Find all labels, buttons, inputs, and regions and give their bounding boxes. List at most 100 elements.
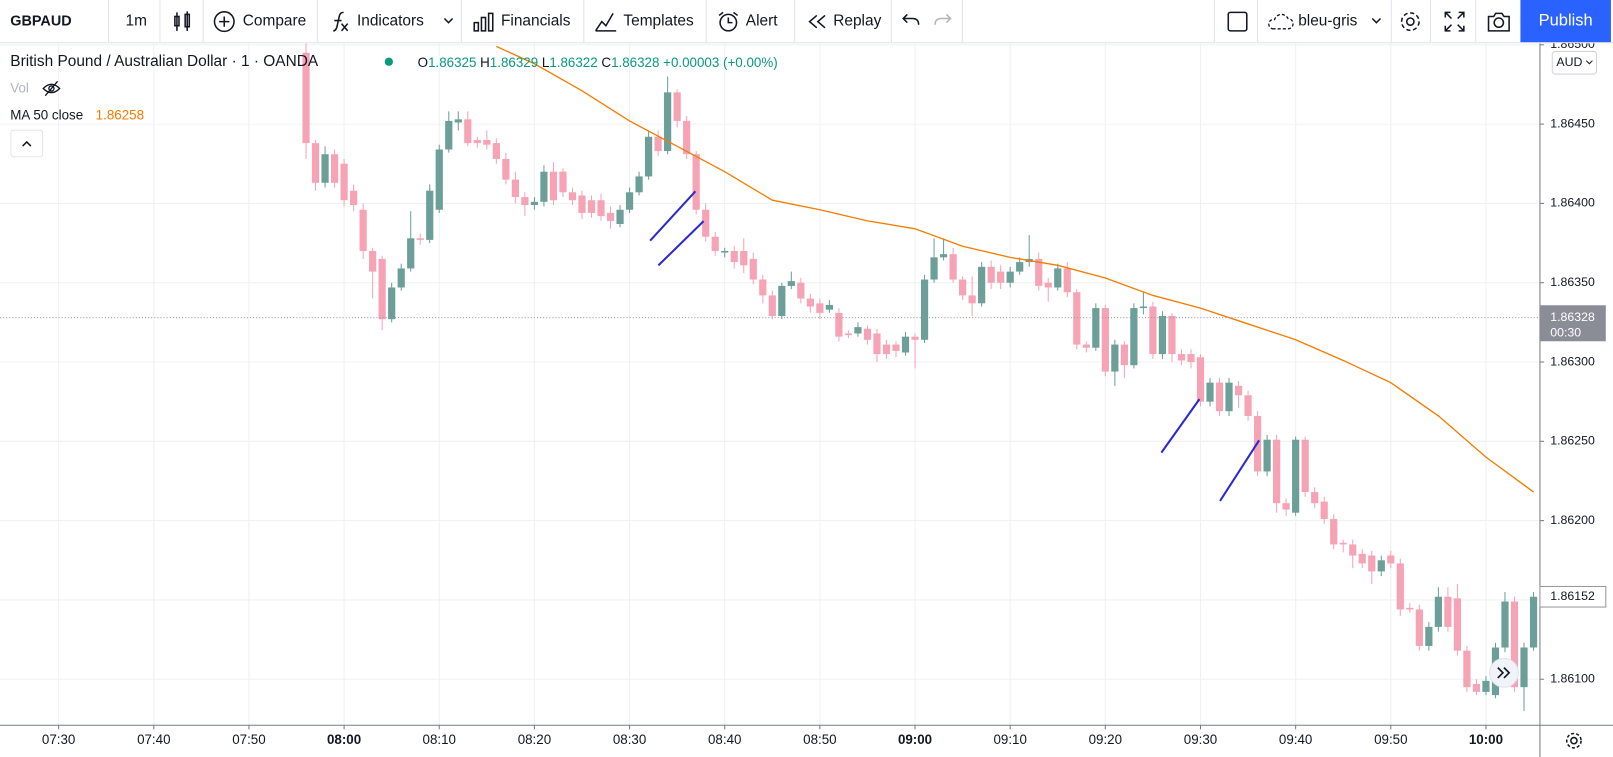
redo-icon[interactable] — [932, 10, 953, 33]
l-label: L — [541, 54, 550, 70]
undo-icon[interactable] — [901, 10, 922, 33]
candle-body — [530, 201, 539, 205]
interval[interactable]: 1m — [125, 12, 147, 30]
replay[interactable]: Replay — [833, 12, 882, 30]
candle-body — [321, 154, 329, 183]
candle-body — [664, 92, 672, 152]
candle-body — [1073, 292, 1081, 345]
symbol[interactable]: GBPAUD — [10, 12, 72, 29]
fullscreen-button[interactable] — [1443, 10, 1466, 33]
countdown: 00:30 — [1550, 325, 1581, 339]
c-label: C — [601, 54, 612, 70]
indicators-chevron[interactable] — [442, 15, 454, 25]
candle-body — [1330, 519, 1338, 545]
indicators[interactable]: Indicators — [356, 12, 424, 30]
ma-label: MA 50 close — [10, 106, 84, 123]
alert-icon[interactable] — [717, 10, 740, 33]
trend-line[interactable] — [1219, 439, 1260, 502]
candle-body — [892, 344, 900, 351]
x-tick-label: 08:50 — [803, 732, 836, 747]
trend-line[interactable] — [649, 190, 697, 242]
candle-body — [435, 149, 443, 210]
candle-body — [702, 209, 710, 237]
ma-value: 1.86258 — [95, 106, 145, 123]
candle-body — [882, 344, 891, 355]
candle-body — [787, 281, 795, 286]
candle-body — [587, 200, 596, 213]
replay-icon[interactable] — [805, 10, 828, 33]
candle-body — [968, 295, 976, 304]
alert[interactable]: Alert — [745, 12, 778, 30]
templates-icon[interactable] — [594, 10, 618, 33]
separator — [705, 0, 707, 43]
x-tick-label: 08:10 — [423, 732, 456, 747]
indicators-icon[interactable] — [329, 10, 352, 33]
candle-body — [740, 250, 748, 266]
candle-body — [1339, 542, 1347, 545]
separator — [1475, 0, 1477, 43]
candle-body — [407, 238, 415, 269]
ohlc-legend: O1.86325 H1.86329 L1.86322 C1.86328 +0.0… — [418, 55, 778, 70]
candle-body — [797, 282, 805, 299]
candle-body — [654, 136, 662, 152]
compare-icon[interactable] — [213, 10, 236, 33]
trend-line[interactable] — [657, 220, 705, 267]
trend-line[interactable] — [1160, 398, 1201, 454]
candle-body — [597, 200, 605, 217]
toolbar: GBPAUD 1m Compare Indicators Financials … — [0, 0, 1613, 44]
x-tick-label: 08:30 — [613, 732, 646, 747]
hidden-icon[interactable] — [41, 80, 62, 97]
y-tick-label: 1.86250 — [1550, 434, 1595, 448]
x-tick-label: 08:20 — [518, 732, 551, 747]
candle-body — [930, 257, 938, 280]
candle-body — [1453, 598, 1462, 651]
x-tick-label: 08:00 — [327, 732, 361, 747]
layout-icon[interactable] — [1226, 10, 1249, 33]
scroll-icon — [1497, 667, 1511, 679]
candle-body — [778, 285, 786, 317]
candle-body — [1101, 308, 1109, 372]
candle-body — [987, 266, 995, 283]
templates[interactable]: Templates — [623, 12, 694, 30]
candle-body — [397, 268, 405, 288]
candle-body — [378, 258, 386, 320]
candle-body — [1130, 308, 1138, 366]
snapshot-button[interactable] — [1486, 10, 1511, 33]
candle-body — [606, 212, 615, 221]
candle-body — [492, 143, 500, 159]
trend-lines — [649, 190, 1260, 502]
candle-body — [340, 163, 348, 201]
candle-body — [1482, 680, 1490, 692]
financials[interactable]: Financials — [500, 12, 571, 30]
plot — [0, 43, 1540, 711]
separator — [583, 0, 585, 43]
x-tick-label: 07:30 — [42, 732, 75, 747]
publish-button[interactable]: Publish — [1520, 0, 1611, 43]
symbol-title: British Pound / Australian Dollar · 1 · … — [10, 52, 319, 70]
candle-body — [302, 52, 310, 144]
candle-body — [311, 143, 320, 183]
separator — [794, 0, 796, 43]
x-tick-label: 09:10 — [993, 732, 1026, 747]
cloud-icon[interactable] — [1265, 10, 1294, 33]
candle-body — [949, 254, 957, 280]
candle-body — [673, 92, 681, 121]
candle-body — [1444, 596, 1452, 627]
separator — [961, 0, 963, 43]
layout-name[interactable]: bleu-gris — [1298, 12, 1358, 30]
layout-chevron[interactable] — [1370, 15, 1382, 25]
candle-body — [559, 171, 567, 193]
l-value: 1.86322 — [549, 54, 598, 70]
candle-body — [502, 158, 510, 180]
settings-button[interactable] — [1399, 10, 1422, 33]
currency: AUD — [1556, 55, 1582, 69]
compare[interactable]: Compare — [242, 12, 307, 30]
chart-type-icon[interactable] — [171, 10, 194, 33]
financials-icon[interactable] — [472, 10, 495, 33]
separator — [1257, 0, 1259, 43]
candle-body — [1187, 354, 1195, 363]
currency-box[interactable] — [1551, 50, 1598, 75]
collapse-button[interactable] — [10, 129, 44, 158]
settings-icon[interactable] — [1565, 732, 1582, 749]
